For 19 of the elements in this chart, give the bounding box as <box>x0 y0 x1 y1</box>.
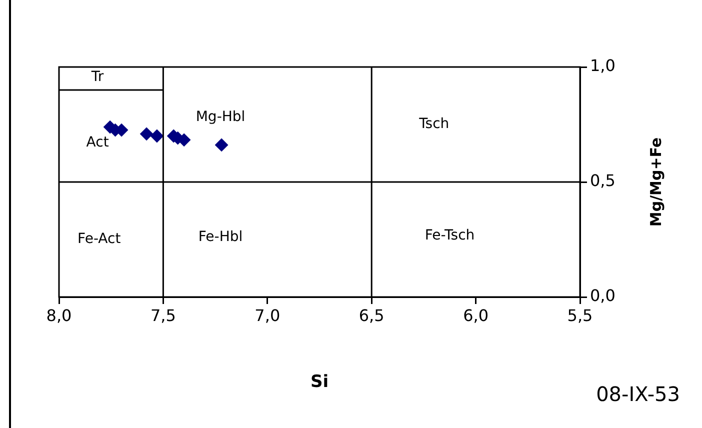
annotation: Mg-Hbl <box>196 109 246 126</box>
y-axis-title: Mg/Mg+Fe <box>646 137 665 227</box>
y-tick-label: 0,5 <box>590 171 616 190</box>
text: 08-IX-53 <box>596 382 680 406</box>
x-tick-label: 7,5 <box>150 306 176 325</box>
annotation: Fe-Act <box>78 231 122 248</box>
annotation: Tsch <box>418 116 450 132</box>
x-tick-label: 5,5 <box>567 306 593 325</box>
x-tick-label: 6,0 <box>463 306 489 325</box>
annotation: Tr <box>90 68 104 85</box>
annotation: Fe-Hbl <box>198 228 243 245</box>
x-tick-label: 8,0 <box>46 306 72 325</box>
annotation: Act <box>86 134 110 151</box>
y-tick-label: 0,0 <box>590 286 616 306</box>
y-tick-label: 1,0 <box>590 56 616 76</box>
x-axis-title: Si <box>310 372 329 392</box>
x-tick-label: 7,0 <box>254 306 280 325</box>
annotation: Fe-Tsch <box>424 228 475 244</box>
x-tick-label: 6,5 <box>358 306 384 325</box>
